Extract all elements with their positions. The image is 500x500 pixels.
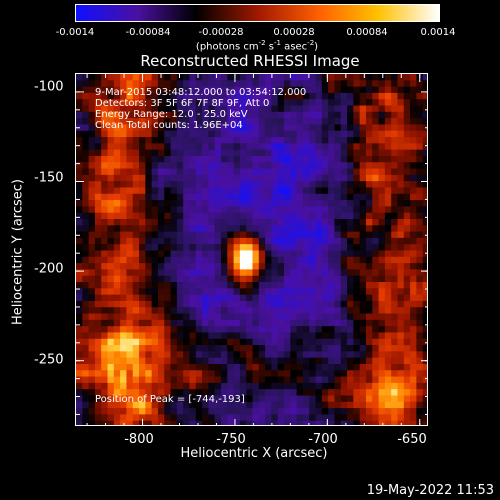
x-tick-label: -700 bbox=[308, 432, 338, 447]
y-tick-label: -100 bbox=[34, 79, 64, 95]
x-axis-label: Heliocentric X (arcsec) bbox=[180, 446, 328, 461]
plot-title: Reconstructed RHESSI Image bbox=[140, 52, 360, 70]
x-tick-label: -650 bbox=[397, 432, 427, 447]
x-tick-label: -800 bbox=[124, 432, 154, 447]
peak-position-label: Position of Peak = [-744,-193] bbox=[95, 394, 245, 405]
info-line-energy-range: Energy Range: 12.0 - 25.0 keV bbox=[95, 109, 248, 120]
y-tick-label: -150 bbox=[34, 170, 64, 186]
colorbar-tick-label: 0.00084 bbox=[346, 27, 388, 38]
colorbar bbox=[75, 4, 440, 22]
info-line-counts: Clean Total counts: 1.96E+04 bbox=[95, 120, 243, 131]
info-line-detectors: Detectors: 3F 5F 6F 7F 8F 9F, Att 0 bbox=[95, 98, 270, 109]
y-tick-label: -200 bbox=[34, 261, 64, 277]
colorbar-tick-label: -0.0014 bbox=[55, 27, 95, 38]
heatmap-image bbox=[76, 74, 427, 425]
colorbar-tick-label: 0.00028 bbox=[273, 27, 315, 38]
colorbar-tick-label: -0.00084 bbox=[125, 27, 171, 38]
info-line-time-range: 9-Mar-2015 03:48:12.000 to 03:54:12.000 bbox=[95, 87, 307, 98]
heatmap-cells bbox=[76, 74, 427, 425]
axis-tick-marks bbox=[76, 74, 427, 425]
colorbar-tick-label: 0.0014 bbox=[420, 27, 456, 38]
x-tick-label: -750 bbox=[216, 432, 246, 447]
colorbar-tick-label: -0.00028 bbox=[198, 27, 244, 38]
timestamp: 19-May-2022 11:53 bbox=[366, 483, 494, 498]
y-tick-label: -250 bbox=[34, 352, 64, 368]
colorbar-units-label: (photons cm-2 s-1 asec-2) bbox=[195, 39, 319, 53]
y-axis-label: Heliocentric Y (arcsec) bbox=[10, 179, 26, 325]
heatmap-plot-area: 9-Mar-2015 03:48:12.000 to 03:54:12.000 … bbox=[75, 73, 428, 426]
